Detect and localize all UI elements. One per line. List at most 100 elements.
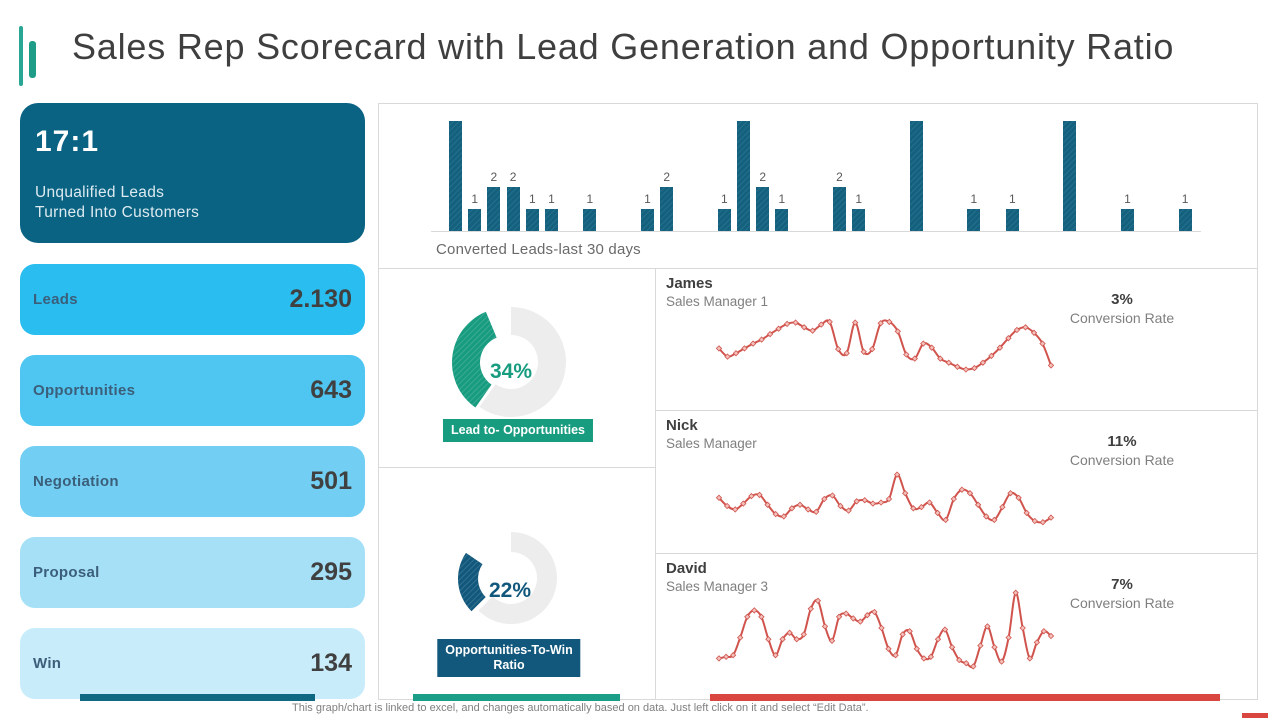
funnel-value: 501 [310, 467, 352, 495]
bar [525, 209, 539, 231]
lead-to-opportunities-percent: 34% [489, 360, 533, 383]
bar [909, 121, 923, 231]
funnel-card-negotiation[interactable]: Negotiation 501 [20, 446, 365, 517]
bar [506, 187, 520, 231]
sparkline-james[interactable] [714, 307, 1056, 383]
manager-row-nick: Nick Sales Manager 11% Conversion Rate [656, 411, 1257, 554]
opportunities-to-win-badge-line1: Opportunities-To-Win [445, 643, 573, 657]
conversion-rate-block: 7% Conversion Rate [1057, 576, 1187, 611]
gauge-remainder-arc [478, 532, 557, 624]
bar-value-label: 2 [663, 170, 671, 184]
bottom-red-dash [1242, 713, 1268, 718]
bottom-scrollbar-green[interactable] [413, 694, 620, 701]
manager-role: Sales Manager 3 [666, 579, 769, 594]
funnel-card-opportunities[interactable]: Opportunities 643 [20, 355, 365, 426]
sparkline-nick[interactable] [714, 466, 1056, 532]
bar-value-label: 1 [548, 192, 555, 206]
funnel-card-win[interactable]: Win 134 [20, 628, 365, 699]
conversion-rate-value: 7% [1111, 576, 1133, 593]
manager-row-james: James Sales Manager 1 3% Conversion Rate [656, 269, 1257, 411]
bar [1005, 209, 1019, 231]
lead-to-opportunities-gauge[interactable]: 34% Lead to- Opportunities [379, 269, 655, 468]
bar [641, 209, 654, 231]
bar-value-label: 1 [1124, 192, 1131, 206]
bar-value-label: 1 [471, 192, 479, 206]
bar-chart-title: Converted Leads-last 30 days [436, 241, 641, 258]
gauge-remainder-arc [479, 307, 567, 417]
conversion-rate-value: 3% [1111, 291, 1133, 308]
opportunities-to-win-badge-line2: Ratio [493, 658, 525, 672]
bar-value-label: 1 [528, 192, 536, 206]
bar-value-label: 2 [836, 170, 843, 184]
opportunities-to-win-gauge[interactable]: 22% Opportunities-To-Win Ratio [379, 468, 655, 699]
bar-value-label: 1 [644, 192, 651, 206]
funnel-value: 295 [310, 558, 352, 586]
bar [852, 209, 866, 231]
funnel-card-leads[interactable]: Leads 2.130 [20, 264, 365, 335]
manager-name: David [666, 560, 707, 577]
funnel-value: 134 [310, 649, 352, 677]
ratio-caption-line2: Turned Into Customers [35, 204, 200, 221]
bar-value-label: 2 [509, 170, 517, 184]
funnel-value: 2.130 [289, 285, 352, 313]
conversion-rate-block: 11% Conversion Rate [1057, 433, 1187, 468]
bar [756, 187, 770, 231]
ratio-caption: Unqualified Leads Turned Into Customers [35, 183, 351, 223]
funnel-label: Proposal [33, 564, 100, 581]
conversion-rate-block: 3% Conversion Rate [1057, 291, 1187, 326]
manager-rows: James Sales Manager 1 3% Conversion Rate Nic… [656, 269, 1257, 699]
bar-value-label: 1 [855, 192, 863, 206]
bar-chart-axis [431, 231, 1201, 232]
conversion-rate-label: Conversion Rate [1069, 452, 1175, 468]
bar [468, 209, 482, 231]
manager-row-david: David Sales Manager 3 7% Conversion Rate [656, 554, 1257, 699]
ratio-card[interactable]: 17:1 Unqualified Leads Turned Into Custo… [20, 103, 365, 243]
conversion-rate-value: 11% [1107, 433, 1137, 450]
gauge-value-arc [457, 552, 486, 612]
bar [1178, 209, 1192, 231]
page-title: Sales Rep Scorecard with Lead Generation… [72, 26, 1175, 67]
manager-role: Sales Manager [666, 436, 757, 451]
bar-value-label: 1 [970, 192, 978, 206]
funnel-card-proposal[interactable]: Proposal 295 [20, 537, 365, 608]
conversion-rate-label: Conversion Rate [1069, 310, 1175, 326]
conversion-rate-label: Conversion Rate [1069, 595, 1175, 611]
bar-value-label: 1 [720, 192, 728, 206]
bar-value-label: 1 [586, 192, 594, 206]
lead-to-opportunities-donut[interactable] [379, 269, 643, 468]
gauge-column: 34% Lead to- Opportunities 22% Opportuni… [379, 269, 656, 699]
opportunities-to-win-badge: Opportunities-To-Win Ratio [437, 639, 581, 677]
bar [545, 209, 558, 231]
bar [660, 187, 674, 231]
ratio-caption-line1: Unqualified Leads [35, 184, 165, 201]
title-accent-bar-1 [19, 26, 23, 86]
funnel-label: Win [33, 655, 62, 672]
bar-value-label: 1 [1008, 192, 1016, 206]
bar [737, 121, 750, 231]
lead-to-opportunities-badge: Lead to- Opportunities [442, 419, 594, 442]
bar [1121, 209, 1134, 231]
bar [775, 209, 789, 231]
opportunities-to-win-percent: 22% [488, 579, 532, 602]
stats-panel: 17:1 Unqualified Leads Turned Into Custo… [20, 103, 365, 719]
manager-name: James [666, 275, 713, 292]
title-accent-bar-2 [29, 41, 36, 78]
manager-name: Nick [666, 417, 698, 434]
funnel-label: Negotiation [33, 473, 119, 490]
footer-note: This graph/chart is linked to excel, and… [292, 702, 869, 714]
bar [967, 209, 981, 231]
sparkline-david[interactable] [714, 584, 1056, 672]
funnel-label: Opportunities [33, 382, 136, 399]
bar [833, 187, 846, 231]
ratio-value: 17:1 [35, 125, 100, 158]
manager-role: Sales Manager 1 [666, 294, 769, 309]
bar-value-label: 2 [759, 170, 767, 184]
opportunities-to-win-donut[interactable] [379, 468, 643, 699]
funnel-value: 643 [310, 376, 352, 404]
bottom-scrollbar-teal[interactable] [80, 694, 315, 701]
bar [487, 187, 501, 231]
gauge-value-arc [451, 311, 497, 408]
bottom-scrollbar-red[interactable] [710, 694, 1220, 701]
